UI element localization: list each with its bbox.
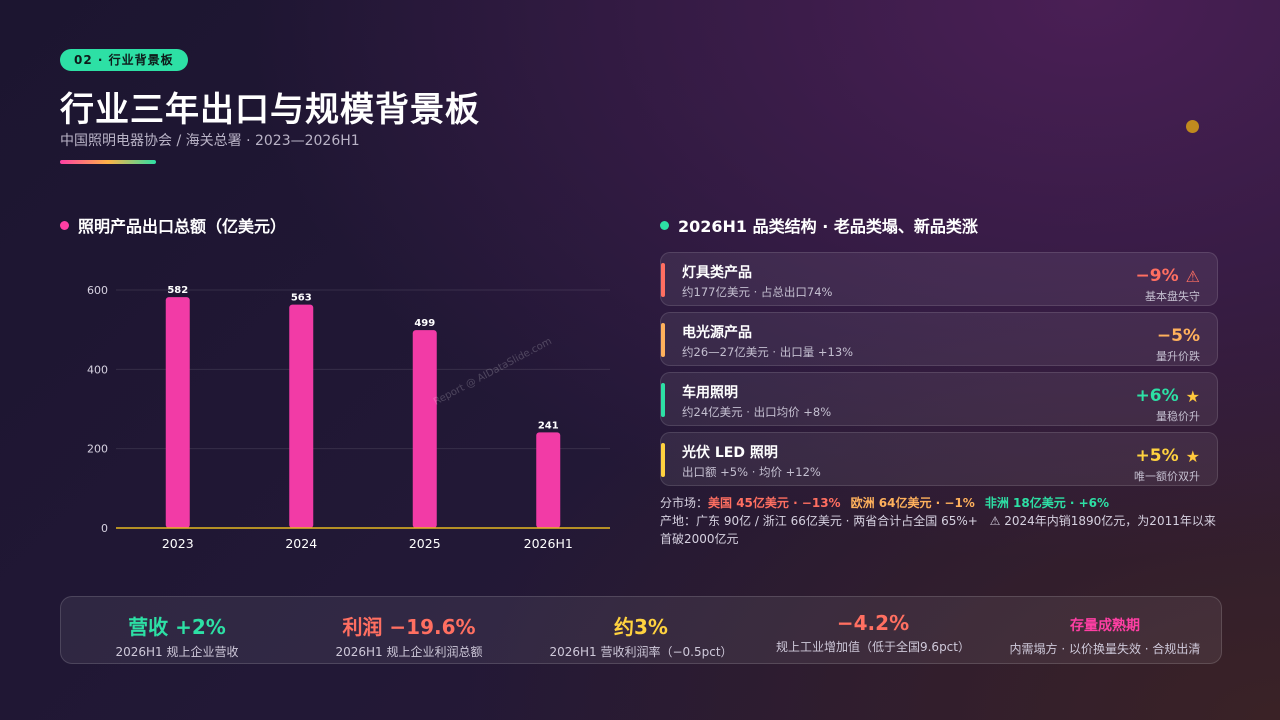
bar-value-label: 499 (414, 318, 435, 329)
category-card: 车用照明约24亿美元 · 出口均价 +8% +6% ★ 量稳价升 (660, 372, 1218, 426)
star-icon: ★ (1185, 386, 1200, 406)
bar-value-label: 563 (291, 293, 312, 304)
category-change: +5% ★ (1136, 446, 1200, 466)
category-note: 量升价跌 (1156, 350, 1200, 363)
page-subtitle: 中国照明电器协会 / 海关总署 · 2023—2026H1 (60, 133, 360, 149)
x-tick-label: 2023 (162, 536, 194, 551)
category-name: 灯具类产品 (682, 265, 752, 281)
category-desc: 约177亿美元 · 占总出口74% (682, 285, 833, 299)
kpi-value: 约3% (614, 615, 668, 639)
x-tick-label: 2026H1 (524, 536, 573, 551)
kpi-label: 2026H1 营收利润率（−0.5pct） (549, 645, 733, 659)
category-change-value: −5% (1156, 326, 1200, 346)
category-desc: 约26—27亿美元 · 出口量 +13% (682, 345, 854, 359)
kpi-label: 2026H1 规上企业营收 (115, 645, 239, 659)
section-badge: 02 · 行业背景板 (60, 49, 188, 71)
market-item: 美国 45亿美元 · −13% (708, 496, 841, 510)
category-name: 电光源产品 (682, 325, 752, 341)
market-item: 欧洲 64亿美元 · −1% (850, 496, 975, 510)
category-color-stripe (661, 383, 665, 417)
export-bar-chart: 0 200 400 600 582 2023 563 2024 499 2025 241 2026H1 (87, 284, 610, 551)
chart-section-title-text: 照明产品出口总额（亿美元） (78, 217, 287, 236)
origin-text: 产地：广东 90亿 / 浙江 66亿美元 · 两省合计占全国 65%+ (660, 514, 978, 528)
category-change-value: +5% (1135, 446, 1179, 466)
kpi-label: 内需塌方 · 以价换量失效 · 合规出清 (1009, 642, 1201, 656)
category-change: −9% ⚠ (1136, 266, 1200, 286)
kpi-value: 利润 −19.6% (342, 615, 476, 639)
category-change-value: −9% (1135, 266, 1179, 286)
category-color-stripe (661, 323, 665, 357)
category-card: 电光源产品约26—27亿美元 · 出口量 +13% −5% 量升价跌 (660, 312, 1218, 366)
category-card-list: 灯具类产品约177亿美元 · 占总出口74% −9% ⚠ 基本盘失守电光源产品约26—… (660, 252, 1218, 492)
category-change: −5% (1157, 326, 1200, 346)
category-name: 车用照明 (682, 385, 738, 401)
warning-icon: ⚠ (1185, 266, 1200, 286)
category-note: 量稳价升 (1156, 410, 1200, 423)
kpi-value: 存量成熟期 (1070, 618, 1140, 634)
bar (289, 304, 314, 528)
market-item: 非洲 18亿美元 · +6% (984, 496, 1110, 510)
category-change: +6% ★ (1136, 386, 1200, 406)
x-tick-label: 2024 (285, 536, 317, 551)
kpi-bar: 营收 +2% 2026H1 规上企业营收 利润 −19.6% 2026H1 规上企业利… (60, 596, 1222, 664)
kpi-value: 营收 +2% (128, 615, 226, 639)
market-breakdown: 分市场：美国 45亿美元 · −13% 欧洲 64亿美元 · −1% 非洲 18亿美… (660, 494, 1220, 512)
category-color-stripe (661, 443, 665, 477)
section-dot-icon (60, 220, 69, 230)
section-dot-icon (660, 220, 669, 230)
category-section-title-text: 2026H1 品类结构 · 老品类塌、新品类涨 (678, 217, 978, 236)
kpi-item: 存量成熟期内需塌方 · 以价换量失效 · 合规出清 (989, 597, 1221, 663)
kpi-value: −4.2% (836, 611, 910, 635)
category-change-value: +6% (1135, 386, 1179, 406)
category-card: 光伏 LED 照明出口额 +5% · 均价 +12% +5% ★ 唯一额价双升 (660, 432, 1218, 486)
kpi-label: 2026H1 规上企业利润总额 (335, 645, 483, 659)
category-desc: 出口额 +5% · 均价 +12% (682, 465, 821, 479)
decor-dot (1186, 120, 1199, 133)
y-tick-label: 200 (87, 443, 108, 456)
y-tick-label: 0 (101, 522, 108, 535)
page-title: 行业三年出口与规模背景板 (60, 90, 480, 130)
origin-info: 产地：广东 90亿 / 浙江 66亿美元 · 两省合计占全国 65%+ ⚠ 20… (660, 512, 1220, 548)
category-section-title: 2026H1 品类结构 · 老品类塌、新品类涨 (660, 213, 978, 237)
kpi-item: 约3% 2026H1 营收利润率（−0.5pct） (525, 597, 757, 663)
bar (536, 432, 561, 528)
accent-bar (60, 160, 156, 164)
bar (165, 297, 190, 528)
category-note: 基本盘失守 (1145, 290, 1200, 303)
kpi-item: 营收 +2% 2026H1 规上企业营收 (61, 597, 293, 663)
star-icon: ★ (1185, 446, 1200, 466)
kpi-item: −4.2% 规上工业增加值（低于全国9.6pct） (757, 597, 989, 663)
category-note: 唯一额价双升 (1134, 470, 1200, 483)
y-tick-label: 600 (87, 284, 108, 297)
category-card: 灯具类产品约177亿美元 · 占总出口74% −9% ⚠ 基本盘失守 (660, 252, 1218, 306)
kpi-item: 利润 −19.6% 2026H1 规上企业利润总额 (293, 597, 525, 663)
bar-value-label: 582 (167, 285, 188, 296)
category-desc: 约24亿美元 · 出口均价 +8% (682, 405, 832, 419)
category-name: 光伏 LED 照明 (682, 445, 778, 461)
bar (412, 330, 437, 528)
x-tick-label: 2025 (409, 536, 441, 551)
market-label: 分市场： (660, 496, 709, 510)
y-tick-label: 400 (87, 363, 108, 376)
domestic-sales-note: ⚠ 2024年内销1890亿元，为2011年以来首破2000亿元 (660, 514, 1216, 546)
category-color-stripe (661, 263, 665, 297)
chart-section-title: 照明产品出口总额（亿美元） (60, 213, 286, 237)
bar-value-label: 241 (538, 420, 559, 431)
kpi-label: 规上工业增加值（低于全国9.6pct） (775, 640, 970, 654)
